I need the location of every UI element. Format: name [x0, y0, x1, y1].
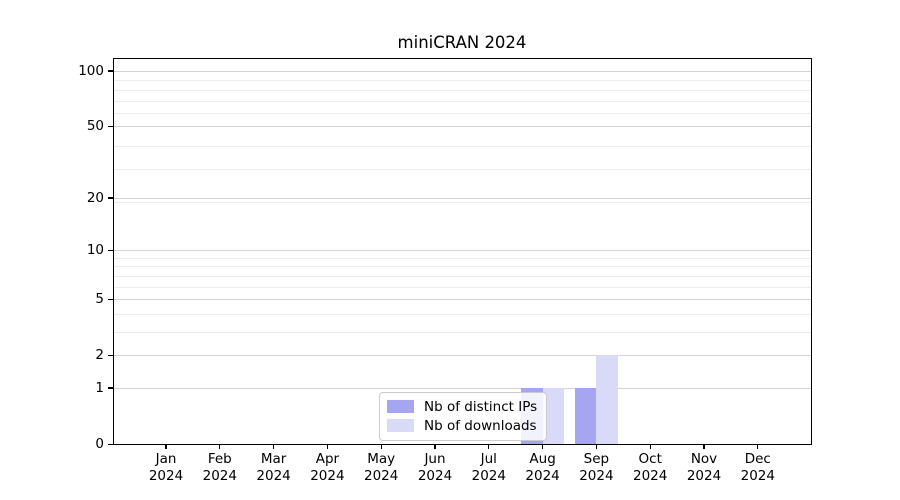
- x-tick-label: Aug 2024: [525, 451, 560, 484]
- gridline-major: [114, 70, 811, 72]
- y-tick-mark: [108, 443, 113, 445]
- gridline-minor: [114, 169, 811, 171]
- plot-area: 0 1 2 5 10 20 50 100 Jan 2024 Feb 2024 Mar 2024 Ap…: [78, 58, 812, 484]
- x-tick-label: Jan 2024: [148, 451, 184, 484]
- legend-label-distinct-ips: Nb of distinct IPs: [424, 398, 538, 415]
- legend-swatch-distinct-ips: [387, 400, 414, 413]
- x-tick-mark: [703, 444, 705, 449]
- x-tick-label: Mar 2024: [256, 451, 291, 484]
- x-tick-mark: [219, 444, 221, 449]
- y-tick-label: 5: [95, 291, 104, 308]
- legend-item-distinct-ips: Nb of distinct IPs: [387, 397, 537, 416]
- y-tick-label: 20: [86, 189, 104, 206]
- gridline-minor: [114, 257, 811, 259]
- gridline-minor: [114, 113, 811, 115]
- bar-downloads-aug: [542, 387, 565, 444]
- y-tick-mark: [108, 387, 113, 389]
- x-tick-mark: [380, 444, 382, 449]
- y-tick-mark: [108, 125, 113, 128]
- gridline-minor: [114, 275, 811, 277]
- y-tick-label: 2: [95, 347, 104, 364]
- x-tick-label: Dec 2024: [740, 451, 775, 484]
- y-tick-label: 0: [95, 436, 104, 452]
- x-tick-label: Sep 2024: [579, 451, 614, 484]
- gridline-major: [114, 126, 811, 128]
- x-tick-mark: [595, 444, 598, 449]
- x-tick-mark: [541, 444, 544, 449]
- x-tick-label: Apr 2024: [310, 451, 345, 484]
- y-tick-mark: [108, 354, 113, 356]
- x-tick-label: Jun 2024: [417, 451, 453, 484]
- bar-distinct-ips-sep: [574, 387, 597, 444]
- y-tick-mark: [108, 70, 113, 72]
- gridline-major: [114, 197, 811, 199]
- x-tick-label: Nov 2024: [686, 451, 722, 484]
- x-tick-mark: [165, 444, 167, 449]
- x-tick-label: May 2024: [364, 451, 399, 484]
- x-tick-mark: [434, 444, 436, 449]
- gridline-minor: [114, 80, 811, 82]
- gridline-minor: [114, 286, 811, 288]
- y-tick-mark: [108, 197, 113, 199]
- gridline-minor: [114, 145, 811, 147]
- legend-swatch-downloads: [387, 419, 414, 432]
- x-tick-label: Feb 2024: [202, 451, 237, 484]
- x-tick-label: Oct 2024: [633, 451, 668, 484]
- bar-downloads-sep: [596, 355, 618, 444]
- legend-item-downloads: Nb of downloads: [387, 416, 537, 435]
- y-tick-label: 1: [95, 379, 104, 396]
- gridline-major: [114, 250, 811, 252]
- y-tick-label: 50: [86, 118, 104, 135]
- legend: Nb of distinct IPs Nb of downloads: [379, 392, 548, 441]
- x-tick-mark: [757, 444, 759, 449]
- gridline-minor: [114, 89, 811, 91]
- y-tick-mark: [108, 298, 113, 300]
- gridline-major: [114, 355, 811, 357]
- y-tick-mark: [108, 249, 113, 251]
- x-tick-mark: [272, 444, 275, 449]
- legend-label-downloads: Nb of downloads: [424, 417, 537, 434]
- y-tick-label: 100: [78, 62, 104, 79]
- x-tick-label: Jul 2024: [471, 451, 506, 484]
- x-tick-mark: [649, 444, 651, 449]
- gridline-minor: [114, 331, 811, 333]
- gridline-major: [114, 299, 811, 301]
- gridline-major: [114, 387, 811, 389]
- gridline-minor: [114, 266, 811, 268]
- gridline-minor: [114, 201, 811, 203]
- y-tick-label: 10: [86, 242, 104, 259]
- x-tick-mark: [326, 444, 329, 449]
- gridline-minor: [114, 100, 811, 102]
- x-tick-mark: [488, 444, 490, 449]
- chart-title: miniCRAN 2024: [397, 33, 527, 52]
- gridline-minor: [114, 313, 811, 315]
